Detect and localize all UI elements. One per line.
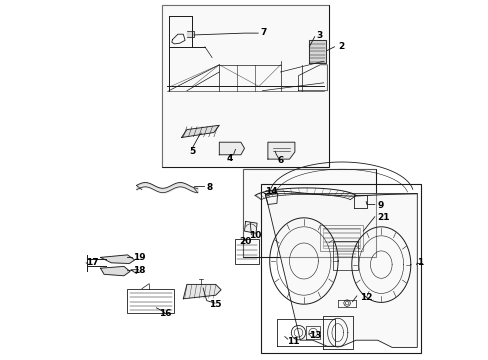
- Polygon shape: [101, 255, 134, 264]
- Polygon shape: [309, 40, 325, 63]
- Text: 19: 19: [133, 253, 145, 262]
- Text: 14: 14: [264, 187, 277, 196]
- Text: 20: 20: [239, 237, 251, 246]
- Text: 1: 1: [416, 258, 423, 267]
- Bar: [127, 289, 174, 313]
- Text: 10: 10: [248, 231, 261, 240]
- Polygon shape: [131, 269, 138, 274]
- Text: 21: 21: [377, 213, 389, 222]
- Polygon shape: [219, 142, 244, 155]
- Polygon shape: [265, 194, 416, 347]
- Bar: [162, 5, 328, 167]
- Bar: [332, 241, 357, 270]
- Text: 13: 13: [309, 331, 321, 340]
- Text: 15: 15: [209, 300, 222, 309]
- Text: 17: 17: [86, 258, 99, 267]
- Text: 11: 11: [286, 337, 299, 346]
- Bar: [260, 184, 420, 353]
- Bar: [242, 169, 375, 257]
- Bar: [242, 169, 375, 257]
- Text: 12: 12: [359, 292, 371, 302]
- Text: 4: 4: [226, 154, 233, 163]
- Text: 2: 2: [337, 42, 344, 51]
- Text: 7: 7: [260, 28, 266, 37]
- Text: 18: 18: [133, 266, 145, 275]
- Bar: [235, 239, 258, 264]
- Polygon shape: [101, 266, 130, 276]
- Text: 3: 3: [316, 31, 322, 40]
- Polygon shape: [186, 31, 194, 37]
- Text: 9: 9: [377, 201, 383, 210]
- Polygon shape: [267, 142, 294, 159]
- Polygon shape: [183, 284, 221, 299]
- Bar: [322, 228, 360, 248]
- Bar: [320, 225, 363, 251]
- Text: 8: 8: [206, 183, 212, 192]
- Polygon shape: [244, 221, 257, 233]
- Text: 6: 6: [277, 156, 283, 165]
- Polygon shape: [181, 125, 219, 138]
- Text: 16: 16: [159, 309, 171, 318]
- Bar: [162, 5, 328, 167]
- Text: 5: 5: [189, 147, 195, 156]
